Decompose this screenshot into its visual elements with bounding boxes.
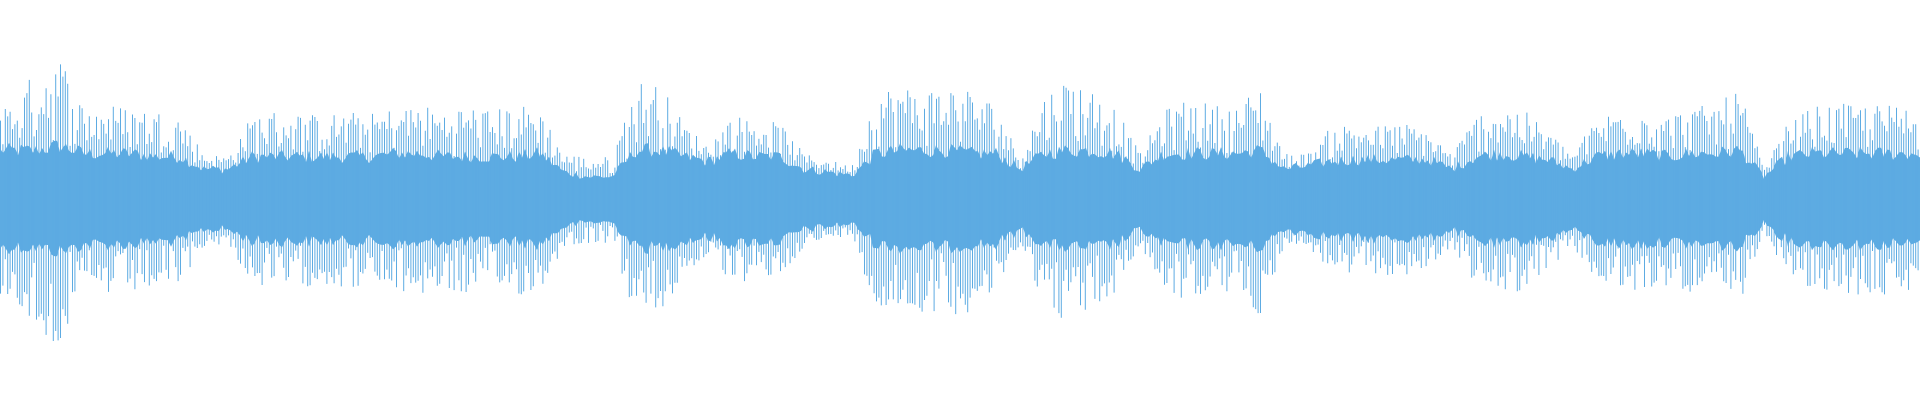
waveform-spikes bbox=[0, 64, 1919, 341]
